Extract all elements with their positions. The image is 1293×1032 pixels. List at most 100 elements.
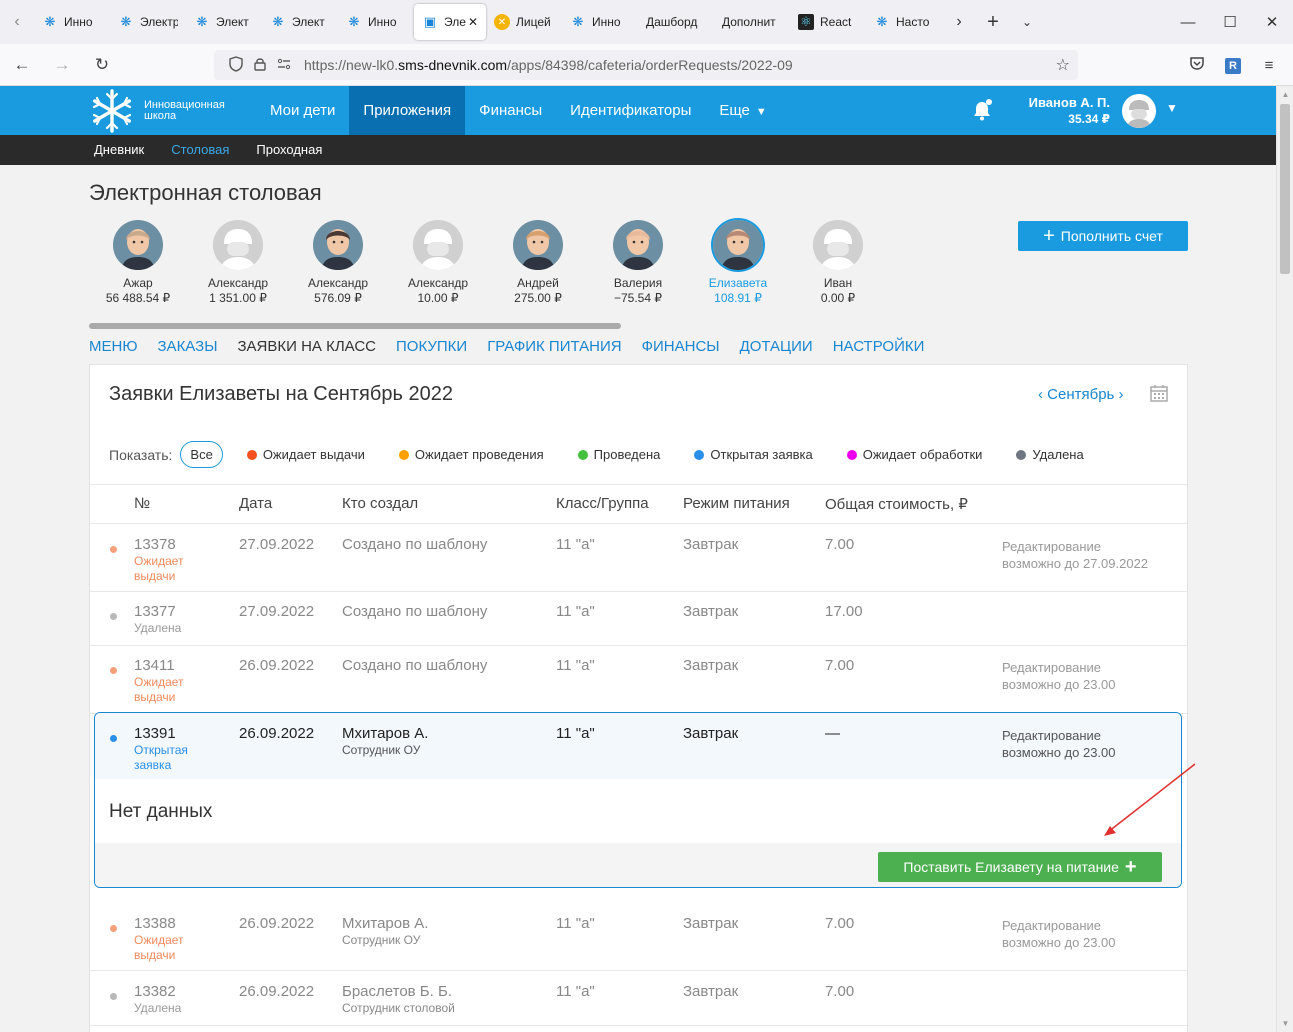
filter-label: Проведена bbox=[593, 447, 661, 462]
child-card[interactable]: Валерия −75.54 ₽ bbox=[588, 220, 688, 310]
open-request-row[interactable]: 13391 Открытая заявка 26.09.2022 Мхитаров А.… bbox=[95, 713, 1181, 779]
table-row[interactable]: 13382 Удалена 26.09.2022 Браслетов Б. Б. Сот… bbox=[90, 971, 1187, 1025]
reload-icon[interactable]: ↻ bbox=[94, 54, 110, 74]
x-circle-icon: ✕ bbox=[494, 14, 510, 30]
browser-tab-label: Инно bbox=[64, 15, 93, 29]
calendar-icon[interactable] bbox=[1150, 384, 1168, 402]
browser-tab[interactable]: ▣ Эле ✕ bbox=[414, 4, 486, 40]
scroll-down-icon[interactable]: ▼ bbox=[1281, 1019, 1290, 1028]
shield-icon[interactable] bbox=[224, 55, 248, 75]
lock-icon[interactable] bbox=[248, 57, 272, 74]
close-window-icon[interactable]: ✕ bbox=[1265, 14, 1279, 31]
nav-item[interactable]: Идентификаторы bbox=[556, 86, 705, 135]
filter-item[interactable]: Ожидает выдачи bbox=[246, 447, 365, 462]
subnav-item[interactable]: Дневник bbox=[94, 142, 145, 157]
browser-tab[interactable]: Дополнит bbox=[714, 4, 790, 40]
enroll-meal-button[interactable]: Поставить Елизавету на питание + bbox=[878, 852, 1162, 882]
nav-item[interactable]: Финансы bbox=[465, 86, 556, 135]
forward-icon[interactable]: → bbox=[53, 54, 71, 74]
top-up-button[interactable]: + Пополнить счет bbox=[1018, 221, 1188, 251]
filter-item[interactable]: Удалена bbox=[1016, 447, 1084, 462]
user-info[interactable]: Иванов А. П. 35.34 ₽ bbox=[1022, 95, 1110, 126]
table-row[interactable]: 13388 Ожидает выдачи 26.09.2022 Мхитаров А. С… bbox=[90, 903, 1187, 970]
filter-all-button[interactable]: Все bbox=[180, 441, 223, 468]
browser-tab-label: Лицей bbox=[516, 15, 551, 29]
toolbar-right: R ≡ bbox=[1179, 44, 1287, 86]
section-tab[interactable]: НАСТРОЙКИ bbox=[832, 338, 925, 355]
annotation-arrow bbox=[1104, 763, 1196, 836]
children-scrollbar[interactable] bbox=[89, 323, 621, 329]
edit-deadline-note: возможно до 23.00 bbox=[1002, 745, 1116, 760]
section-tab[interactable]: ГРАФИК ПИТАНИЯ bbox=[487, 338, 622, 355]
maximize-icon[interactable]: ☐ bbox=[1223, 14, 1237, 31]
filter-item[interactable]: Проведена bbox=[577, 447, 661, 462]
filter-item[interactable]: Ожидает проведения bbox=[398, 447, 544, 462]
filter-item[interactable]: Ожидает обработки bbox=[846, 447, 982, 462]
column-header: Дата bbox=[239, 495, 273, 512]
permissions-icon[interactable] bbox=[272, 58, 296, 73]
nav-item[interactable]: Еще ▼ bbox=[705, 86, 780, 135]
scroll-up-icon[interactable]: ▲ bbox=[1281, 90, 1290, 99]
url-text[interactable]: https://new-lk0.sms-dnevnik.com/apps/843… bbox=[304, 57, 793, 73]
creator-role: Сотрудник столовой bbox=[342, 1001, 455, 1015]
child-card[interactable]: Иван 0.00 ₽ bbox=[788, 220, 888, 310]
nav-item[interactable]: Приложения bbox=[349, 86, 466, 135]
browser-tab[interactable]: ❋ Инно bbox=[338, 4, 414, 40]
prev-month-icon[interactable]: ‹ bbox=[1038, 386, 1048, 403]
bookmark-star-icon[interactable]: ☆ bbox=[1055, 57, 1070, 74]
tab-list-icon[interactable]: ⌄ bbox=[1021, 15, 1033, 29]
extension-r-icon[interactable]: R bbox=[1215, 56, 1251, 74]
notifications-bell-icon[interactable] bbox=[972, 99, 994, 121]
close-tab-icon[interactable]: ✕ bbox=[467, 15, 478, 29]
table-row[interactable]: 13377 Удалена 27.09.2022 Создано по шаблону… bbox=[90, 591, 1187, 645]
browser-tab[interactable]: ⚛ React bbox=[790, 4, 866, 40]
section-tab[interactable]: ЗАЯВКИ НА КЛАСС bbox=[237, 338, 376, 355]
browser-tab[interactable]: ✕ Лицей bbox=[486, 4, 562, 40]
child-card[interactable]: Елизавета 108.91 ₽ bbox=[688, 220, 788, 310]
section-tab[interactable]: ФИНАНСЫ bbox=[641, 338, 720, 355]
new-tab-icon[interactable]: + bbox=[987, 10, 999, 33]
tab-scroll-left-icon[interactable]: ‹ bbox=[14, 13, 20, 30]
subnav-item[interactable]: Столовая bbox=[171, 142, 230, 157]
subnav-item[interactable]: Проходная bbox=[256, 142, 323, 157]
nav-item[interactable]: Мои дети bbox=[256, 86, 349, 135]
child-card[interactable]: Александр 1 351.00 ₽ bbox=[188, 220, 288, 310]
school-logo[interactable]: Инновационная школа bbox=[88, 86, 225, 135]
child-card[interactable]: Ажар 56 488.54 ₽ bbox=[88, 220, 188, 310]
page-scrollbar[interactable]: ▲ ▼ bbox=[1276, 86, 1293, 1032]
browser-tab[interactable]: ❋ Инно bbox=[562, 4, 638, 40]
browser-nav-bar: ← → ↻ https://new-lk0.sms-dnevnik.com/ap… bbox=[0, 44, 1293, 86]
section-tab[interactable]: ДОТАЦИИ bbox=[739, 338, 813, 355]
column-header: Класс/Группа bbox=[556, 495, 649, 512]
browser-tab[interactable]: Дашборд bbox=[638, 4, 714, 40]
meal-mode: Завтрак bbox=[683, 915, 739, 932]
filter-item[interactable]: Открытая заявка bbox=[694, 447, 813, 462]
back-icon[interactable]: ← bbox=[13, 54, 31, 74]
section-tab[interactable]: ЗАКАЗЫ bbox=[157, 338, 218, 355]
table-row[interactable]: 13378 Ожидает выдачи 27.09.2022 Создано по ш… bbox=[90, 524, 1187, 591]
next-month-icon[interactable]: › bbox=[1114, 386, 1124, 403]
scrollbar-thumb[interactable] bbox=[1280, 104, 1290, 274]
table-row[interactable]: 13411 Ожидает выдачи 26.09.2022 Создано по ш… bbox=[90, 645, 1187, 713]
address-bar[interactable]: https://new-lk0.sms-dnevnik.com/apps/843… bbox=[214, 50, 1078, 80]
menu-hamburger-icon[interactable]: ≡ bbox=[1264, 56, 1274, 74]
child-card[interactable]: Александр 576.09 ₽ bbox=[288, 220, 388, 310]
section-tab[interactable]: ПОКУПКИ bbox=[396, 338, 468, 355]
child-avatar bbox=[313, 220, 363, 270]
user-avatar[interactable] bbox=[1122, 94, 1156, 128]
tab-scroll-right-icon[interactable]: › bbox=[956, 13, 962, 30]
request-number: 13411 bbox=[134, 657, 175, 674]
browser-tab[interactable]: ❋ Элект bbox=[186, 4, 262, 40]
pocket-icon[interactable] bbox=[1179, 56, 1215, 75]
minimize-icon[interactable]: — bbox=[1180, 13, 1196, 31]
user-menu-caret-icon[interactable]: ▼ bbox=[1166, 101, 1178, 115]
browser-tab[interactable]: ❋ Инно bbox=[34, 4, 110, 40]
child-card[interactable]: Александр 10.00 ₽ bbox=[388, 220, 488, 310]
browser-tab[interactable]: ❋ Элект bbox=[262, 4, 338, 40]
browser-tab[interactable]: ❋ Электр bbox=[110, 4, 186, 40]
requests-panel: Заявки Елизаветы на Сентябрь 2022 ‹ Сент… bbox=[89, 364, 1188, 1032]
browser-tab[interactable]: ❋ Насто bbox=[866, 4, 942, 40]
child-card[interactable]: Андрей 275.00 ₽ bbox=[488, 220, 588, 310]
section-tab[interactable]: МЕНЮ bbox=[89, 338, 138, 355]
status-filters: Показать: Все Ожидает выдачи Ожидает пров… bbox=[109, 441, 1118, 468]
